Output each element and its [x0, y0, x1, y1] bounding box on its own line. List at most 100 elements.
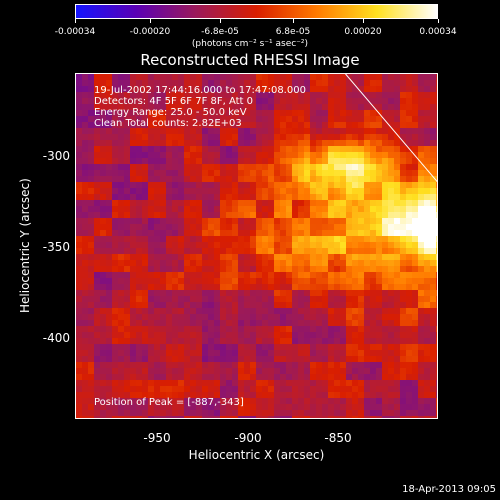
heatmap-cell — [112, 206, 119, 213]
heatmap-cell — [424, 134, 431, 141]
heatmap-cell — [172, 86, 179, 93]
heatmap-cell — [346, 218, 353, 225]
heatmap-cell — [316, 356, 323, 363]
heatmap-cell — [244, 272, 251, 279]
heatmap-cell — [160, 80, 167, 87]
heatmap-cell — [220, 368, 227, 375]
heatmap-cell — [142, 290, 149, 297]
heatmap-cell — [340, 368, 347, 375]
heatmap-cell — [406, 362, 413, 369]
heatmap-cell — [178, 206, 185, 213]
heatmap-cell — [298, 110, 305, 117]
heatmap-cell — [382, 218, 389, 225]
heatmap-cell — [358, 236, 365, 243]
heatmap-cell — [316, 320, 323, 327]
heatmap-cell — [178, 188, 185, 195]
heatmap-cell — [238, 146, 245, 153]
heatmap-cell — [154, 104, 161, 111]
heatmap-cell — [154, 224, 161, 231]
heatmap-cell — [178, 338, 185, 345]
heatmap-cell — [190, 332, 197, 339]
heatmap-cell — [172, 410, 179, 417]
heatmap-cell — [418, 326, 425, 333]
heatmap-cell — [256, 356, 263, 363]
heatmap-cell — [394, 170, 401, 177]
heatmap-cell — [124, 170, 131, 177]
heatmap-cell — [376, 404, 383, 411]
heatmap-cell — [334, 398, 341, 405]
heatmap-cell — [178, 80, 185, 87]
heatmap-cell — [172, 104, 179, 111]
heatmap-cell — [76, 158, 83, 165]
heatmap-cell — [112, 404, 119, 411]
heatmap-cell — [250, 134, 257, 141]
heatmap-cell — [268, 146, 275, 153]
heatmap-cell — [430, 182, 437, 189]
heatmap-cell — [154, 74, 161, 81]
heatmap-cell — [94, 74, 101, 81]
heatmap-cell — [256, 212, 263, 219]
heatmap-cell — [202, 218, 209, 225]
heatmap-cell — [112, 212, 119, 219]
heatmap-cell — [370, 308, 377, 315]
heatmap-cell — [160, 98, 167, 105]
heatmap-cell — [292, 380, 299, 387]
heatmap-cell — [370, 260, 377, 267]
heatmap-cell — [334, 410, 341, 417]
heatmap-cell — [100, 374, 107, 381]
heatmap-cell — [280, 416, 287, 418]
heatmap-cell — [376, 284, 383, 291]
heatmap-cell — [262, 272, 269, 279]
heatmap-cell — [388, 98, 395, 105]
heatmap-cell — [184, 248, 191, 255]
heatmap-cell — [136, 86, 143, 93]
heatmap-cell — [364, 308, 371, 315]
heatmap-cell — [322, 284, 329, 291]
heatmap-cell — [94, 332, 101, 339]
heatmap-cell — [100, 272, 107, 279]
heatmap-cell — [106, 398, 113, 405]
heatmap-cell — [238, 362, 245, 369]
heatmap-cell — [160, 362, 167, 369]
heatmap-cell — [412, 104, 419, 111]
heatmap-cell — [82, 140, 89, 147]
heatmap-cell — [286, 134, 293, 141]
heatmap-cell — [142, 152, 149, 159]
heatmap-cell — [298, 86, 305, 93]
heatmap-cell — [304, 248, 311, 255]
heatmap-cell — [436, 296, 437, 303]
heatmap-cell — [124, 272, 131, 279]
heatmap-cell — [304, 302, 311, 309]
heatmap-cell — [202, 86, 209, 93]
heatmap-cell — [334, 356, 341, 363]
heatmap-cell — [214, 314, 221, 321]
heatmap-cell — [166, 350, 173, 357]
heatmap-cell — [358, 158, 365, 165]
heatmap-cell — [100, 314, 107, 321]
heatmap-cell — [424, 356, 431, 363]
heatmap-cell — [136, 266, 143, 273]
heatmap-cell — [358, 80, 365, 87]
heatmap-cell — [220, 188, 227, 195]
heatmap-cell — [274, 386, 281, 393]
heatmap-cell — [364, 272, 371, 279]
heatmap-cell — [376, 242, 383, 249]
colorbar-tick-label: -0.00020 — [129, 27, 171, 37]
heatmap-cell — [376, 98, 383, 105]
heatmap-cell — [232, 110, 239, 117]
heatmap-cell — [262, 164, 269, 171]
heatmap-cell — [262, 230, 269, 237]
heatmap-cell — [160, 134, 167, 141]
heatmap-cell — [184, 380, 191, 387]
heatmap-cell — [172, 230, 179, 237]
heatmap-cell — [250, 248, 257, 255]
heatmap-cell — [148, 176, 155, 183]
heatmap-cell — [292, 248, 299, 255]
heatmap-cell — [130, 374, 137, 381]
heatmap-cell — [412, 140, 419, 147]
heatmap-cell — [160, 410, 167, 417]
heatmap-cell — [226, 188, 233, 195]
heatmap-cell — [214, 86, 221, 93]
heatmap-cell — [208, 278, 215, 285]
heatmap-cell — [82, 296, 89, 303]
